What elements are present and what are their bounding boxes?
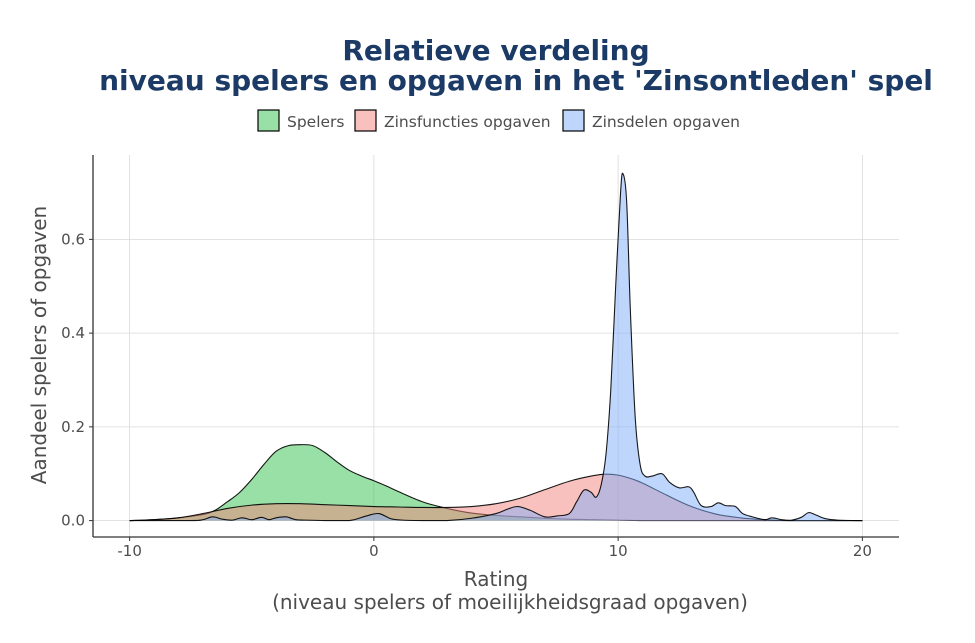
x-tick-label: 10 [609, 542, 628, 560]
density-area-zinsdelen-opgaven [129, 173, 863, 521]
y-tick-label: 0.0 [61, 512, 85, 530]
x-axis-title: Rating [464, 567, 528, 591]
legend-label: Zinsfuncties opgaven [384, 113, 551, 131]
y-tick-label: 0.2 [61, 418, 85, 436]
y-tick-label: 0.4 [61, 324, 85, 342]
chart-title-line2: niveau spelers en opgaven in het 'Zinson… [99, 64, 933, 97]
legend-label: Spelers [287, 113, 345, 131]
x-tick-label: -10 [117, 542, 142, 560]
legend-swatch [562, 109, 585, 132]
x-axis-subtitle: (niveau spelers of moeilijkheidsgraad op… [272, 590, 748, 614]
legend-item-spelers: Spelers [257, 109, 345, 132]
density-area-spelers [129, 444, 863, 521]
plot-area [129, 172, 863, 522]
legend-item-zinsfuncties-opgaven: Zinsfuncties opgaven [354, 109, 551, 132]
x-tick-label: 20 [853, 542, 872, 560]
axes: -10 0 10 20 0.0 0.2 0.4 0.6 [61, 155, 899, 560]
grid [93, 155, 899, 537]
legend-swatch [354, 109, 377, 132]
legend-swatch [257, 109, 280, 132]
density-outline-zinsdelen-opgaven [129, 172, 863, 522]
legend: Spelers Zinsfuncties opgaven Zinsdelen opg… [257, 109, 740, 132]
legend-item-zinsdelen-opgaven: Zinsdelen opgaven [562, 109, 740, 132]
legend-label: Zinsdelen opgaven [592, 113, 740, 131]
y-tick-label: 0.6 [61, 230, 85, 248]
x-tick-label: 0 [369, 542, 379, 560]
chart-title-line1: Relatieve verdeling [342, 34, 649, 67]
y-axis-title: Aandeel spelers of opgaven [27, 206, 51, 484]
